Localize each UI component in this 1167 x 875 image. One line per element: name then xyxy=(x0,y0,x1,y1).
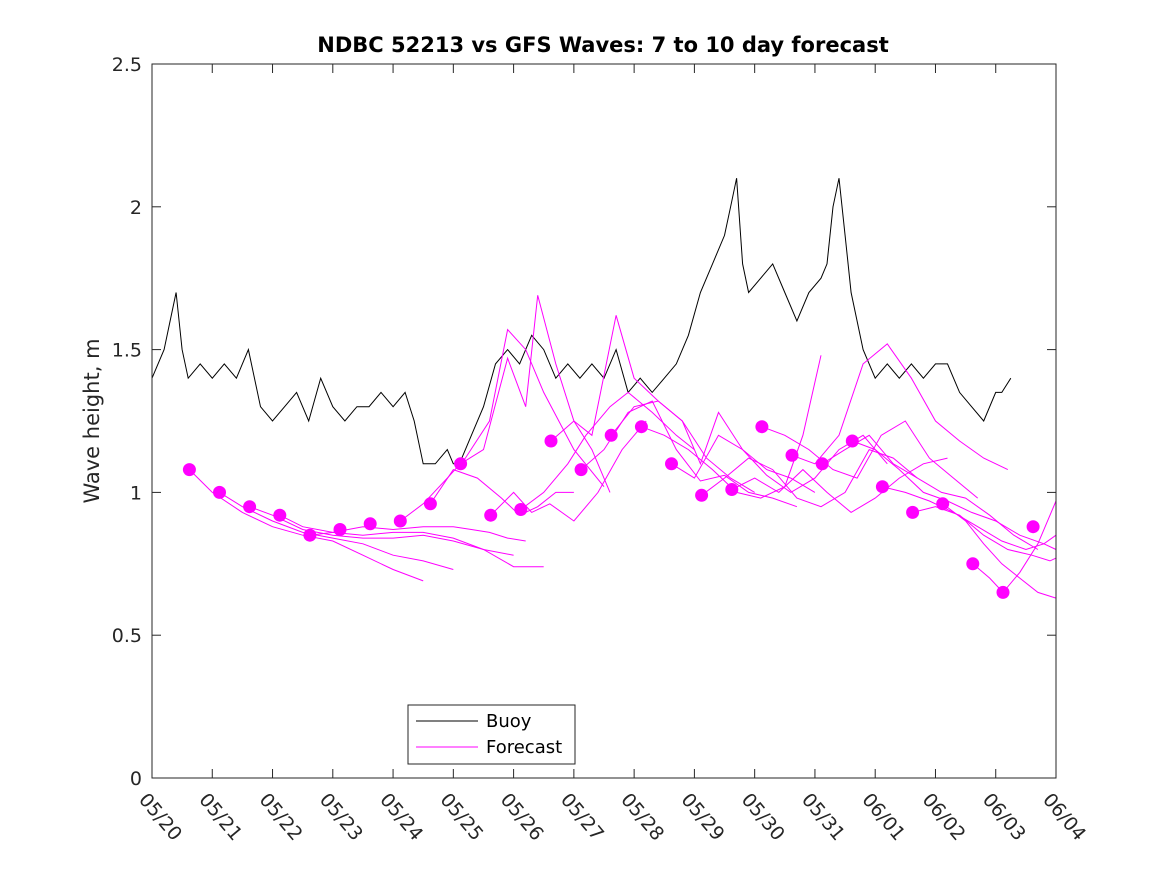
y-tick-label-1: 0.5 xyxy=(112,625,142,647)
y-tick-label-5: 2.5 xyxy=(112,54,142,76)
forecast-marker-26 xyxy=(936,497,950,511)
x-tick-label-9: 05/29 xyxy=(677,789,729,845)
forecast-marker-7 xyxy=(363,517,377,531)
plot-area xyxy=(152,64,1056,778)
forecast-marker-4 xyxy=(273,508,287,522)
forecast-marker-27 xyxy=(966,557,980,571)
forecast-marker-2 xyxy=(213,485,226,499)
x-tick-label-3: 05/23 xyxy=(315,789,367,845)
forecast-marker-6 xyxy=(333,523,347,536)
y-tick-label-3: 1.5 xyxy=(112,340,142,362)
x-tick-label-7: 05/27 xyxy=(556,789,608,845)
legend: Buoy Forecast xyxy=(407,704,576,765)
y-tick-label-0: 0 xyxy=(130,768,142,790)
forecast-line-24 xyxy=(942,503,1057,599)
forecast-marker-15 xyxy=(604,428,618,442)
forecast-line-1 xyxy=(189,469,424,582)
forecast-marker-19 xyxy=(725,483,739,496)
forecast-line-22 xyxy=(882,486,1057,551)
forecast-line-4 xyxy=(279,514,544,568)
forecast-line-17 xyxy=(731,457,948,514)
x-tick-label-0: 05/20 xyxy=(134,789,186,845)
axes-box xyxy=(151,63,1057,779)
x-tick-label-13: 06/02 xyxy=(918,789,970,845)
forecast-line-11 xyxy=(550,315,755,493)
forecast-marker-21 xyxy=(785,448,799,462)
forecast-line-25 xyxy=(972,500,1057,594)
forecast-marker-25 xyxy=(906,505,920,519)
forecast-line-18 xyxy=(761,420,979,499)
x-tick-label-10: 05/30 xyxy=(737,789,789,845)
x-tick-label-1: 05/21 xyxy=(194,789,246,845)
forecast-marker-8 xyxy=(393,514,407,528)
forecast-marker-29 xyxy=(1026,520,1040,534)
legend-buoy-label: Buoy xyxy=(486,711,532,732)
forecast-marker-14 xyxy=(574,463,588,477)
forecast-marker-17 xyxy=(665,457,678,471)
forecast-line-9 xyxy=(490,420,647,522)
x-tick-label-12: 06/01 xyxy=(857,789,909,845)
y-tick-label-2: 1 xyxy=(130,482,142,504)
forecast-line-7 xyxy=(429,468,574,516)
y-axis-label: Wave height, m xyxy=(80,338,104,503)
forecast-marker-22 xyxy=(815,457,829,471)
x-tick-label-11: 05/31 xyxy=(797,789,849,845)
forecast-marker-28 xyxy=(996,585,1010,599)
legend-forecast-label: Forecast xyxy=(486,737,562,758)
forecast-marker-1 xyxy=(182,463,196,477)
forecast-marker-24 xyxy=(875,480,889,494)
x-tick-label-8: 05/28 xyxy=(616,789,668,845)
x-tick-label-5: 05/25 xyxy=(436,789,488,845)
forecast-marker-20 xyxy=(755,420,769,434)
forecast-line-10 xyxy=(520,391,695,510)
forecast-line-21 xyxy=(852,440,1057,550)
forecast-marker-5 xyxy=(303,528,317,542)
forecast-line-5 xyxy=(309,526,526,542)
forecast-line-6 xyxy=(399,328,605,522)
chart-title: NDBC 52213 vs GFS Waves: 7 to 10 day for… xyxy=(317,33,888,57)
forecast-marker-23 xyxy=(845,434,859,448)
y-tick-label-4: 2 xyxy=(130,197,142,219)
forecast-marker-9 xyxy=(423,497,437,511)
x-tick-label-4: 05/24 xyxy=(375,789,427,845)
forecast-series xyxy=(182,295,1057,599)
forecast-marker-10 xyxy=(454,457,468,471)
forecast-line-3 xyxy=(249,506,514,556)
forecast-marker-11 xyxy=(484,508,498,522)
legend-box xyxy=(407,704,576,765)
x-tick-label-14: 06/03 xyxy=(978,789,1030,845)
forecast-marker-3 xyxy=(243,500,257,514)
forecast-line-19 xyxy=(791,343,1009,471)
buoy-line xyxy=(151,178,1012,465)
plot-background xyxy=(152,64,1056,778)
x-tick-label-15: 06/04 xyxy=(1038,789,1090,845)
forecast-marker-16 xyxy=(634,420,648,434)
forecast-line-13 xyxy=(610,400,816,493)
x-tick-label-6: 05/26 xyxy=(496,789,548,845)
buoy-series xyxy=(151,178,1012,465)
forecast-marker-13 xyxy=(544,434,558,448)
forecast-marker-18 xyxy=(695,488,709,502)
x-tick-label-2: 05/22 xyxy=(255,789,307,845)
forecast-line-16 xyxy=(701,448,918,508)
forecast-marker-12 xyxy=(514,503,528,516)
forecast-line-8 xyxy=(460,295,611,493)
